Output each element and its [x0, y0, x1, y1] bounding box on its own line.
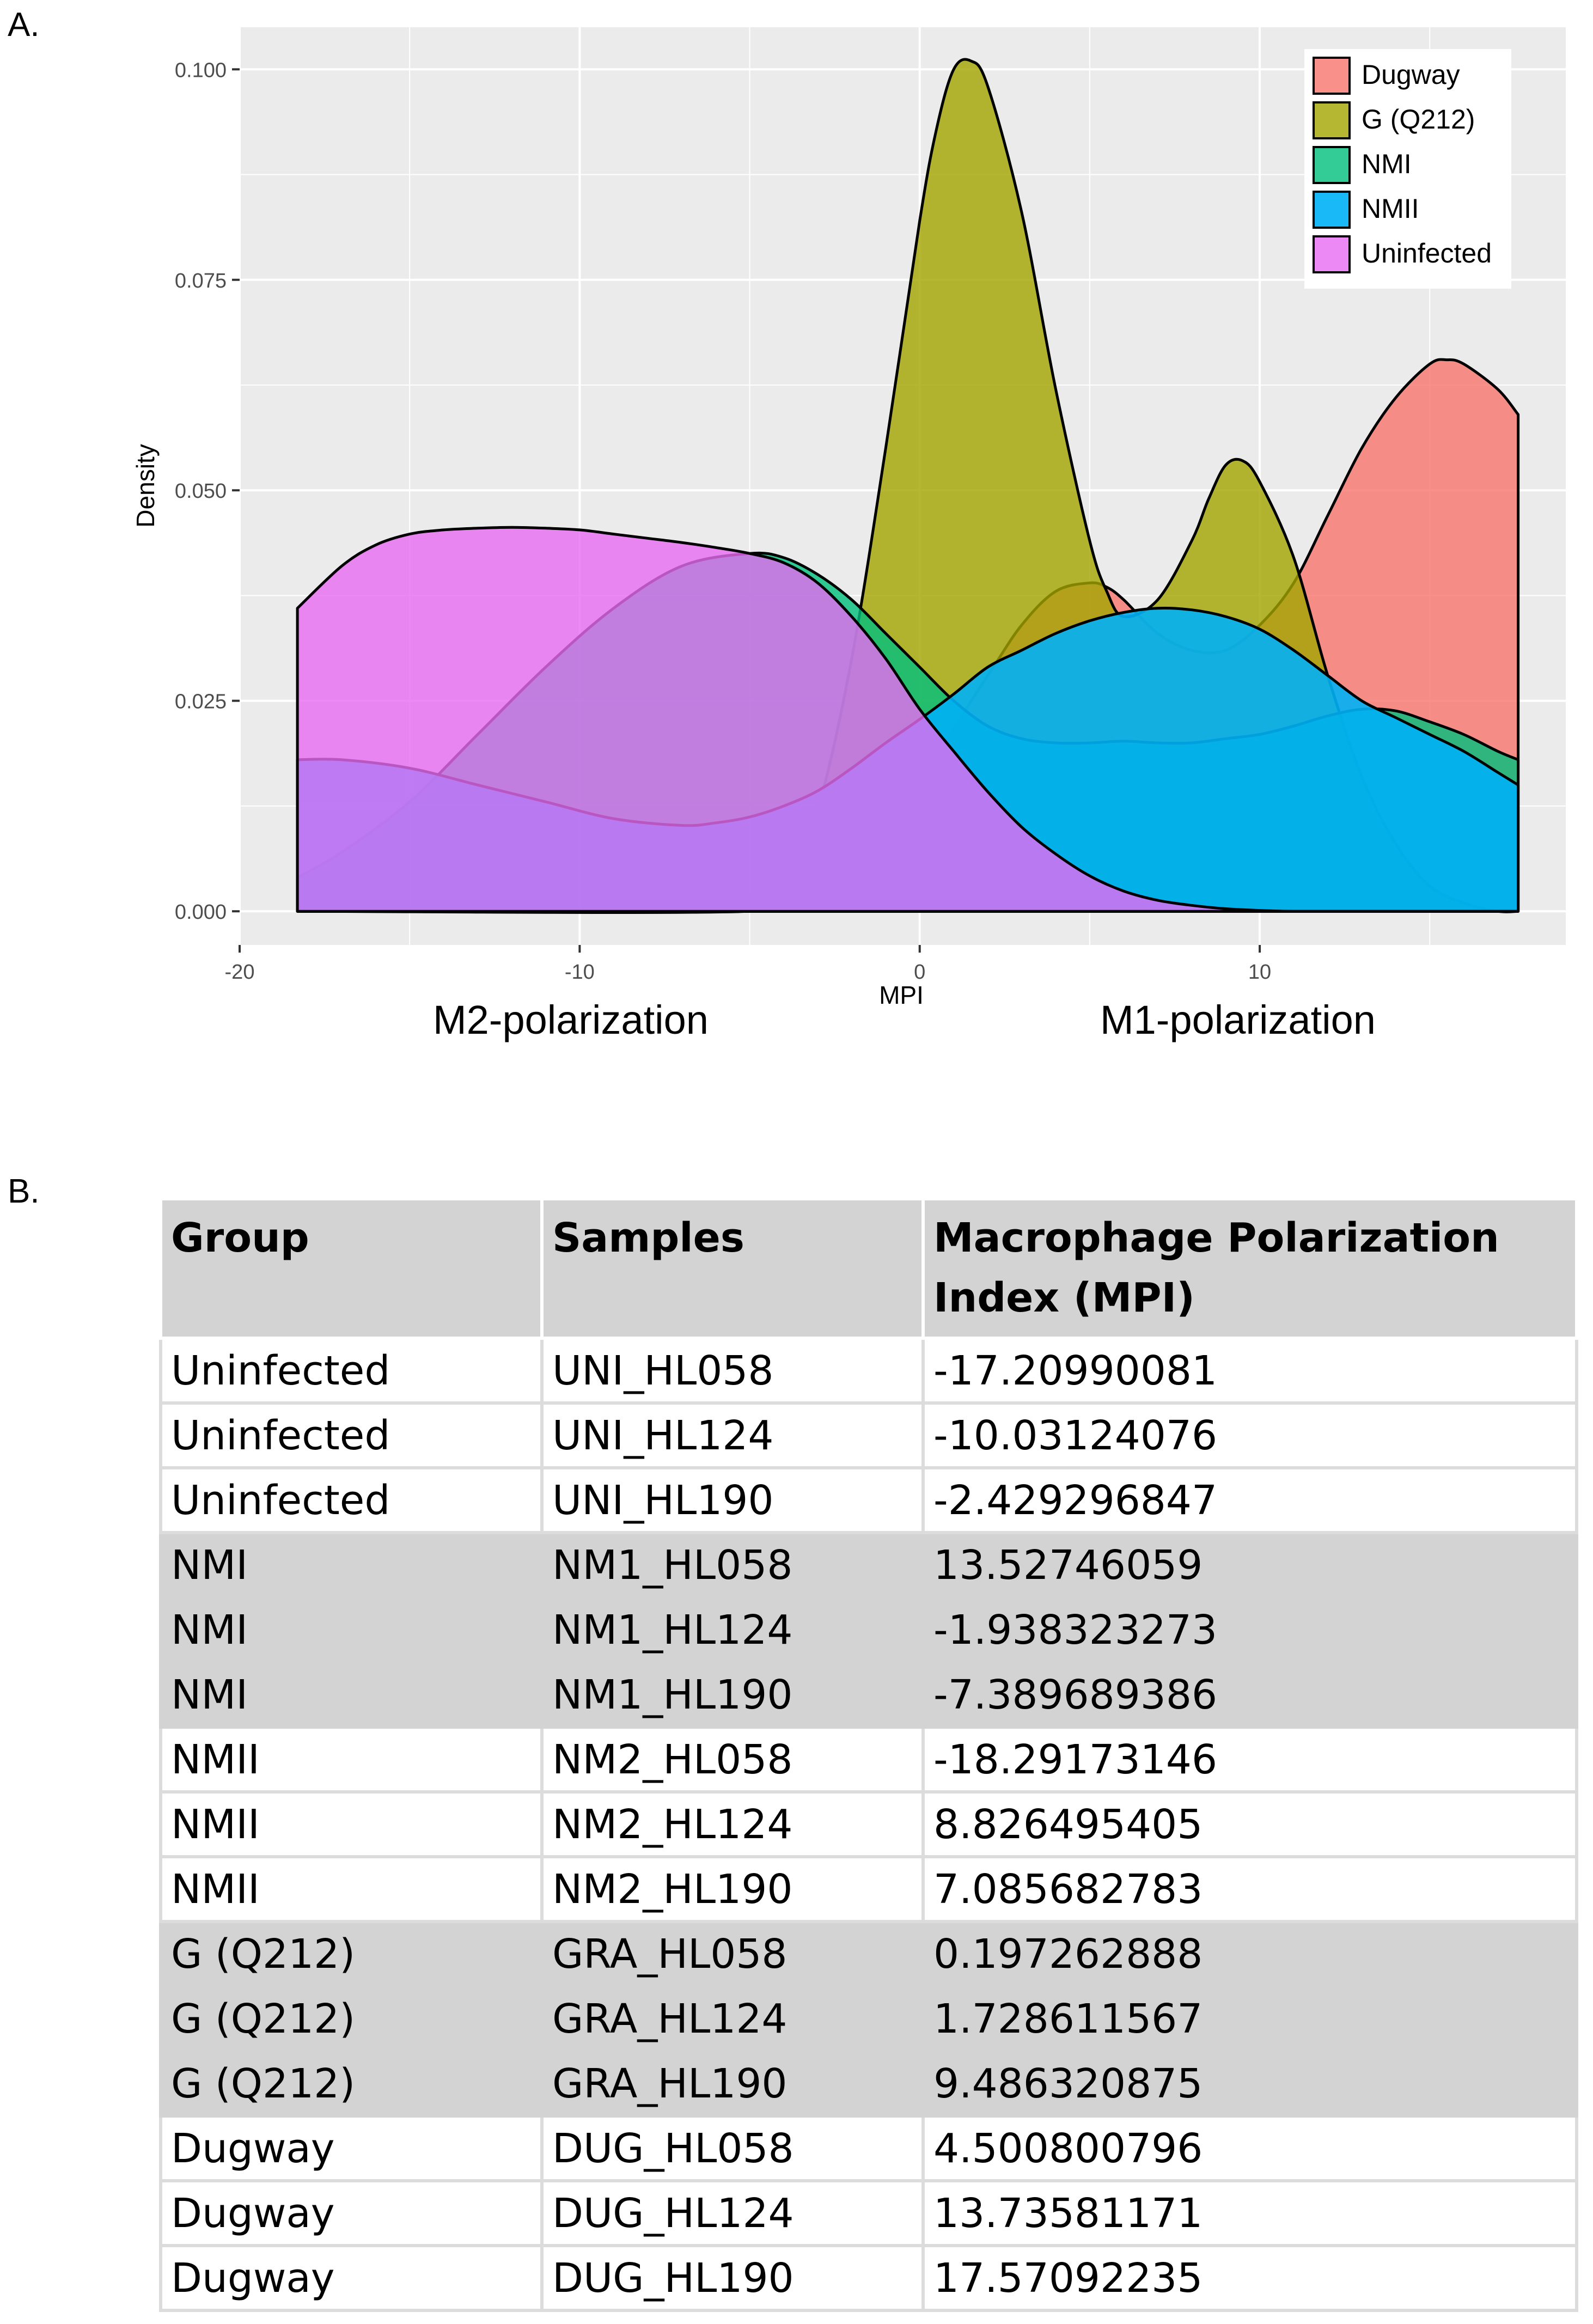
cell-group: NMII: [159, 1855, 544, 1923]
legend-label-dugway: Dugway: [1362, 59, 1460, 90]
legend-label-g-q212: G (Q212): [1362, 104, 1475, 135]
table-row: G (Q212) GRA_HL058 0.197262888: [159, 1920, 1578, 1988]
panel-b-label: B.: [8, 1173, 40, 1210]
y-tick-label: 0.075: [175, 270, 227, 292]
table-row: Uninfected UNI_HL124 -10.03124076: [159, 1401, 1578, 1469]
cell-sample: UNI_HL124: [540, 1401, 925, 1469]
x-tick-label: 0: [914, 961, 925, 984]
cell-group: NMII: [159, 1725, 544, 1794]
header-group: Group: [159, 1197, 544, 1340]
y-tick-label: 0.000: [175, 901, 227, 924]
cell-group: Dugway: [159, 2179, 544, 2247]
cell-mpi: -18.29173146: [921, 1725, 1578, 1794]
table-row: Uninfected UNI_HL058 -17.20990081: [159, 1337, 1578, 1405]
table-row: Uninfected UNI_HL190 -2.429296847: [159, 1466, 1578, 1534]
legend: Dugway G (Q212) NMI NMII Uninfected: [1304, 49, 1511, 289]
y-tick-label: 0.025: [175, 691, 227, 713]
cell-mpi: 0.197262888: [921, 1920, 1578, 1988]
cell-group: Dugway: [159, 2114, 544, 2182]
x-tick-label: 10: [1248, 961, 1271, 984]
table-row: NMII NM2_HL124 8.826495405: [159, 1790, 1578, 1858]
axis-tick-labels: 0.000 0.025 0.050 0.075 0.100 -20 -10 0 10: [175, 59, 1271, 984]
cell-mpi: -10.03124076: [921, 1401, 1578, 1469]
cell-mpi: 13.52746059: [921, 1531, 1578, 1599]
cell-group: NMI: [159, 1531, 544, 1599]
table-row: NMII NM2_HL058 -18.29173146: [159, 1725, 1578, 1794]
legend-label-nmii: NMII: [1362, 193, 1419, 224]
legend-label-nmi: NMI: [1362, 149, 1412, 179]
table-header-row: Group Samples Macrophage Polarization In…: [159, 1197, 1578, 1340]
legend-swatch-nmii: [1313, 191, 1351, 229]
cell-sample: NM2_HL124: [540, 1790, 925, 1858]
cell-sample: DUG_HL124: [540, 2179, 925, 2247]
m1-polarization-label: M1-polarization: [1100, 997, 1376, 1042]
cell-mpi: 4.500800796: [921, 2114, 1578, 2182]
header-samples: Samples: [540, 1197, 925, 1340]
cell-sample: GRA_HL058: [540, 1920, 925, 1988]
cell-group: NMI: [159, 1596, 544, 1664]
cell-sample: NM1_HL190: [540, 1661, 925, 1729]
cell-sample: DUG_HL058: [540, 2114, 925, 2182]
table-row: Dugway DUG_HL124 13.73581171: [159, 2179, 1578, 2247]
table-row: Dugway DUG_HL058 4.500800796: [159, 2114, 1578, 2182]
mpi-table: Group Samples Macrophage Polarization In…: [159, 1197, 1578, 2312]
table-row: NMI NM1_HL058 13.52746059: [159, 1531, 1578, 1599]
cell-sample: DUG_HL190: [540, 2244, 925, 2312]
cell-sample: GRA_HL190: [540, 2049, 925, 2118]
legend-swatch-uninfected: [1313, 235, 1351, 273]
cell-mpi: -1.938323273: [921, 1596, 1578, 1664]
table-row: Dugway DUG_HL190 17.57092235: [159, 2244, 1578, 2312]
y-tick-label: 0.100: [175, 59, 227, 82]
table-row: NMII NM2_HL190 7.085682783: [159, 1855, 1578, 1923]
density-chart: 0.000 0.025 0.050 0.075 0.100 -20 -10 0 10 MPI D…: [131, 27, 1566, 1009]
cell-group: NMII: [159, 1790, 544, 1858]
cell-mpi: 9.486320875: [921, 2049, 1578, 2118]
table-row: NMI NM1_HL124 -1.938323273: [159, 1596, 1578, 1664]
cell-group: Uninfected: [159, 1401, 544, 1469]
cell-mpi: 13.73581171: [921, 2179, 1578, 2247]
cell-group: NMI: [159, 1661, 544, 1729]
cell-group: G (Q212): [159, 2049, 544, 2118]
cell-sample: GRA_HL124: [540, 1985, 925, 2053]
cell-mpi: 1.728611567: [921, 1985, 1578, 2053]
x-tick-label: -20: [225, 961, 255, 984]
legend-swatch-dugway: [1313, 57, 1351, 95]
cell-mpi: 8.826495405: [921, 1790, 1578, 1858]
cell-mpi: -17.20990081: [921, 1337, 1578, 1405]
table-row: G (Q212) GRA_HL190 9.486320875: [159, 2049, 1578, 2118]
cell-sample: UNI_HL190: [540, 1466, 925, 1534]
m2-polarization-label: M2-polarization: [433, 997, 709, 1042]
cell-sample: UNI_HL058: [540, 1337, 925, 1405]
y-axis-title: Density: [131, 444, 160, 527]
cell-mpi: -7.389689386: [921, 1661, 1578, 1729]
density-areas: [296, 58, 1520, 914]
cell-group: Uninfected: [159, 1466, 544, 1534]
cell-sample: NM2_HL058: [540, 1725, 925, 1794]
cell-mpi: 17.57092235: [921, 2244, 1578, 2312]
cell-sample: NM1_HL124: [540, 1596, 925, 1664]
x-tick-label: -10: [565, 961, 595, 984]
density-area-uninfected: [296, 526, 1520, 913]
y-tick-label: 0.050: [175, 480, 227, 503]
cell-group: Dugway: [159, 2244, 544, 2312]
header-mpi: Macrophage Polarization Index (MPI): [921, 1197, 1578, 1340]
cell-sample: NM2_HL190: [540, 1855, 925, 1923]
cell-sample: NM1_HL058: [540, 1531, 925, 1599]
cell-group: Uninfected: [159, 1337, 544, 1405]
legend-swatch-g-q212: [1313, 101, 1351, 139]
legend-swatch-nmi: [1313, 146, 1351, 184]
panel-a-label: A.: [8, 6, 40, 44]
cell-group: G (Q212): [159, 1985, 544, 2053]
legend-label-uninfected: Uninfected: [1362, 238, 1492, 269]
table-row: NMI NM1_HL190 -7.389689386: [159, 1661, 1578, 1729]
cell-mpi: 7.085682783: [921, 1855, 1578, 1923]
cell-mpi: -2.429296847: [921, 1466, 1578, 1534]
cell-group: G (Q212): [159, 1920, 544, 1988]
x-axis-title: MPI: [879, 981, 924, 1009]
table-row: G (Q212) GRA_HL124 1.728611567: [159, 1985, 1578, 2053]
axis-ticks: [232, 68, 1261, 953]
